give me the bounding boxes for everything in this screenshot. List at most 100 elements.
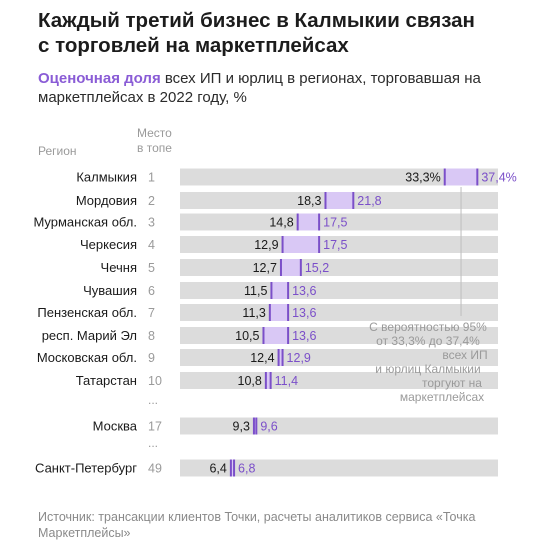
chart-subtitle: Оценочная доля всех ИП и юрлиц в региона… (38, 69, 538, 107)
bar-background (180, 168, 498, 186)
value-low: 9,3 (233, 420, 250, 434)
rank-label: 6 (148, 284, 155, 298)
bar-background (180, 236, 498, 253)
title-line-1: Каждый третий бизнес в Калмыкии связан (38, 9, 475, 32)
value-high: 17,5 (323, 238, 347, 252)
bar-range (263, 327, 289, 344)
ellipsis-mark: ... (148, 393, 158, 407)
bar-background (180, 327, 498, 344)
value-low: 14,8 (269, 216, 293, 230)
value-high: 21,8 (357, 194, 381, 208)
low-marker (268, 304, 271, 321)
bar-background (180, 259, 498, 276)
region-label: Московская обл. (37, 350, 137, 365)
region-label: Чечня (101, 260, 137, 275)
rank-label: 4 (148, 238, 155, 252)
region-label: Санкт-Петербург (35, 461, 137, 476)
region-label: респ. Марий Эл (42, 328, 137, 343)
bar-background (180, 459, 498, 477)
low-marker (264, 372, 267, 389)
chart-area: Калмыкия 1 33,3% 37,4% Мордовия 2 18,3 21,8 Мурм… (33, 168, 517, 477)
rank-label: 17 (148, 420, 162, 434)
high-marker (318, 213, 321, 231)
high-marker (287, 282, 290, 299)
rank-label: 49 (148, 462, 162, 476)
value-high: 15,2 (305, 261, 329, 275)
low-marker (270, 282, 273, 299)
low-marker (324, 192, 327, 209)
bar-range (253, 417, 257, 435)
header-region: Регион (38, 144, 77, 158)
region-label: Мордовия (76, 193, 137, 208)
header-rank-line-1: Место (137, 126, 172, 140)
annotation-line: от 33,3% до 37,4% (376, 334, 480, 348)
annotation-line: С вероятностью 95% (369, 320, 487, 334)
value-high: 9,6 (260, 420, 277, 434)
value-high: 37,4% (481, 171, 516, 185)
bar-background (180, 417, 498, 435)
rank-label: 9 (148, 351, 155, 365)
rank-label: 8 (148, 329, 155, 343)
chart-title: Каждый третий бизнес в Калмыкии связан с… (38, 8, 538, 58)
region-label: Черкесия (80, 237, 137, 252)
annotation-line: маркетплейсах (400, 390, 484, 404)
region-label: Татарстан (76, 373, 137, 388)
rank-label: 5 (148, 261, 155, 275)
low-marker (277, 349, 280, 366)
ellipsis-mark: ... (148, 436, 158, 450)
annotation-line: всех ИП (442, 348, 487, 362)
annotation-line: и юрлиц Калмыкии (375, 362, 480, 376)
value-low: 11,3 (242, 306, 265, 320)
value-high: 13,6 (292, 306, 316, 320)
high-marker (299, 259, 302, 276)
rank-label: 7 (148, 306, 155, 320)
rank-label: 1 (148, 171, 155, 185)
subtitle-rest: всех ИП и юрлиц в регионах, торговавшая … (38, 70, 481, 106)
bar-range (280, 259, 301, 276)
value-low: 6,4 (209, 462, 226, 476)
low-marker (443, 168, 446, 186)
low-marker (281, 236, 284, 253)
rank-label: 3 (148, 216, 155, 230)
value-low: 18,3 (297, 194, 321, 208)
bar-range (278, 349, 283, 366)
bar-range (282, 236, 320, 253)
annotation-line: торгуют на (422, 376, 482, 390)
region-label: Москва (93, 419, 138, 434)
low-marker (252, 417, 255, 435)
high-marker (281, 349, 284, 366)
rank-label: 10 (148, 374, 162, 388)
bar-background (180, 349, 498, 366)
region-label: Калмыкия (76, 170, 137, 185)
high-marker (476, 168, 479, 186)
subtitle-highlight: Оценочная доля (38, 70, 161, 87)
rank-label: 2 (148, 194, 155, 208)
region-label: Мурманская обл. (33, 215, 137, 230)
low-marker (279, 259, 282, 276)
high-marker (318, 236, 321, 253)
value-high: 11,4 (275, 374, 298, 388)
value-low: 12,9 (254, 238, 278, 252)
bar-range (297, 213, 320, 231)
bar-range (269, 304, 289, 321)
bar-range (265, 372, 271, 389)
bar-range (444, 168, 478, 186)
high-marker (255, 417, 258, 435)
bar-range (271, 282, 289, 299)
low-marker (229, 459, 232, 477)
high-marker (352, 192, 355, 209)
high-marker (233, 459, 236, 477)
value-low: 10,8 (238, 374, 262, 388)
bar-range (230, 459, 235, 477)
header-rank: Место в топе (137, 126, 177, 156)
high-marker (287, 327, 290, 344)
high-marker (287, 304, 290, 321)
value-high: 6,8 (238, 462, 255, 476)
value-high: 13,6 (292, 329, 316, 343)
title-line-2: с торговлей на маркетплейсах (38, 34, 349, 57)
low-marker (296, 213, 299, 231)
header-rank-line-2: в топе (137, 141, 172, 155)
value-low: 33,3% (405, 171, 440, 185)
region-label: Пензенская обл. (37, 305, 137, 320)
bar-background (180, 304, 498, 321)
